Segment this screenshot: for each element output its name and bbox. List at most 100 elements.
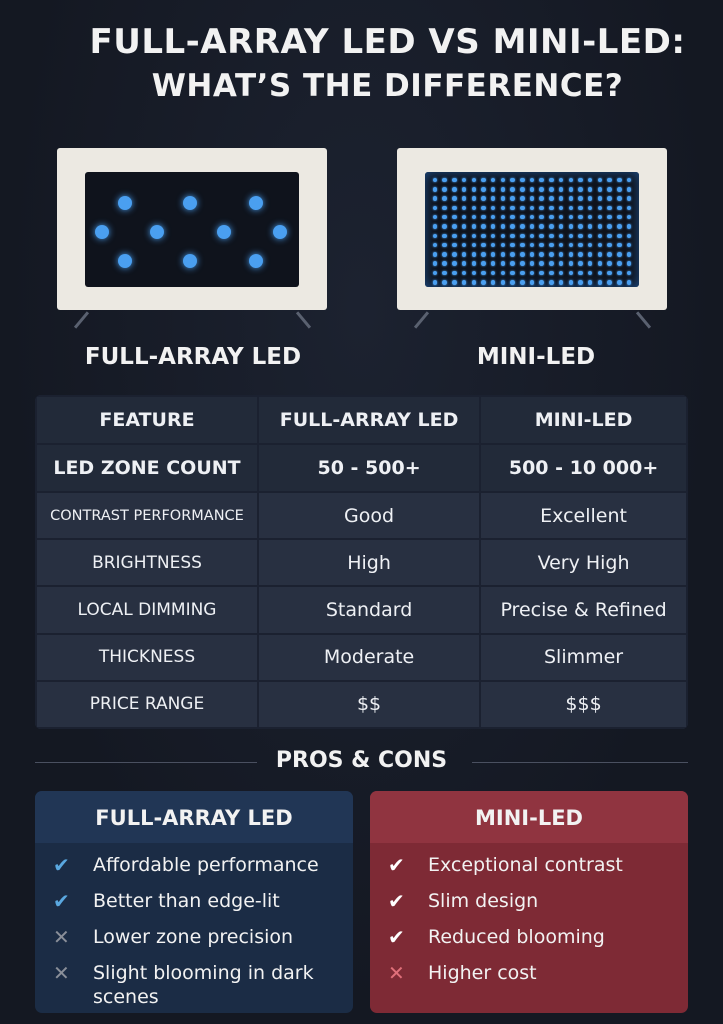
mini-led-dot [452,196,457,201]
mini-led-dot [500,252,506,257]
mini-led-dot [442,261,447,266]
mini-led-dot [461,280,467,285]
mini-led-dot [568,196,574,201]
mini-led-dot [520,187,525,192]
mini-led-dot [442,187,447,192]
item-text: Affordable performance [93,854,319,876]
mini-led-dot [617,187,622,192]
mini-led-dot [461,261,467,266]
mini-led-dot [520,252,525,257]
led-zone-dot [217,225,231,239]
mini-led-dot [481,242,486,248]
mini-led-dot [607,270,612,276]
mini-led-dot [490,280,496,285]
header-feature: FEATURE [35,395,259,445]
full-array-cell: High [256,538,482,588]
mini-led-dot [587,280,593,285]
mini-led-dot [558,280,564,285]
mini-led-dot [558,270,564,276]
mini-led-dot [490,187,496,192]
mini-led-dot [481,280,486,285]
mini-led-label: MINI-LED [476,344,596,370]
mini-led-dot [617,233,622,239]
mini-led-dot [471,196,477,201]
mini-led-dot [587,233,593,239]
mini-led-dot [549,233,554,239]
mini-led-dot [520,233,525,239]
mini-led-dot [452,214,457,220]
mini-led-dot [549,214,554,220]
mini-led-dot [539,196,544,201]
mini-led-dot [529,270,535,276]
mini-led-dot [578,252,583,257]
mini-led-dot [607,196,612,201]
mini-led-dot [539,187,544,192]
table-row: LOCAL DIMMING Standard Precise & Refined [35,585,688,635]
mini-led-dot [471,280,477,285]
mini-led-dot [539,205,544,211]
full-array-screen [85,172,299,287]
mini-led-dot [578,242,583,248]
mini-led-dot [490,224,496,229]
mini-led-dot [578,280,583,285]
feature-cell: LED ZONE COUNT [35,443,259,493]
led-zone-dot [249,196,263,210]
mini-led-dot [500,205,506,211]
mini-led-dot [432,270,438,276]
mini-led-dot [549,242,554,248]
mini-led-dot [568,233,574,239]
mini-led-dot [471,261,477,266]
list-item: ✕ Higher cost [388,961,688,985]
mini-led-dot [490,270,496,276]
mini-led-dot [529,280,535,285]
full-array-cell: 50 - 500+ [256,443,482,493]
mini-led-dot [490,261,496,266]
mini-led-dot [558,187,564,192]
cross-icon: ✕ [53,961,70,985]
led-zone-dot [118,254,132,268]
item-text: Higher cost [428,962,537,984]
list-item: ✔ Better than edge-lit [53,889,353,913]
mini-led-dot [481,177,486,183]
mini-led-dot [520,214,525,220]
tv-stand-leg [73,311,90,329]
mini-led-dot [558,177,564,183]
table-header-row: FEATURE FULL-ARRAY LED MINI-LED [35,395,688,445]
feature-cell: CONTRAST PERFORMANCE [35,490,259,541]
mini-led-dot [617,242,622,248]
mini-led-dot [442,280,447,285]
mini-led-dot [432,280,438,285]
check-icon: ✔ [53,853,70,877]
mini-led-dot [587,252,593,257]
feature-cell: LOCAL DIMMING [35,585,259,635]
mini-led-dot [442,242,447,248]
mini-led-dot [461,224,467,229]
mini-led-cell: 500 - 10 000+ [479,443,688,493]
mini-led-dot [617,177,622,183]
mini-led-dot [529,177,535,183]
mini-led-dot [461,270,467,276]
mini-led-dot [432,205,438,211]
mini-led-dot [597,196,603,201]
mini-led-dot [568,177,574,183]
mini-led-dot [587,242,593,248]
mini-led-dot [578,196,583,201]
mini-led-dot [510,196,515,201]
full-array-cell: Good [256,490,482,541]
mini-led-dot [442,270,447,276]
mini-led-dot [597,177,603,183]
mini-led-dot [452,177,457,183]
mini-led-dot [549,261,554,266]
mini-led-dot [481,187,486,192]
mini-led-dot [510,280,515,285]
mini-led-dot [626,270,632,276]
mini-led-dot [452,270,457,276]
mini-led-dot [461,205,467,211]
mini-led-dot [607,233,612,239]
mini-led-dot [442,252,447,257]
list-item: ✕ Slight blooming in dark scenes [53,961,353,1009]
mini-led-dot [549,177,554,183]
mini-led-dot [442,224,447,229]
mini-led-dot [490,205,496,211]
led-zone-dot [95,225,109,239]
